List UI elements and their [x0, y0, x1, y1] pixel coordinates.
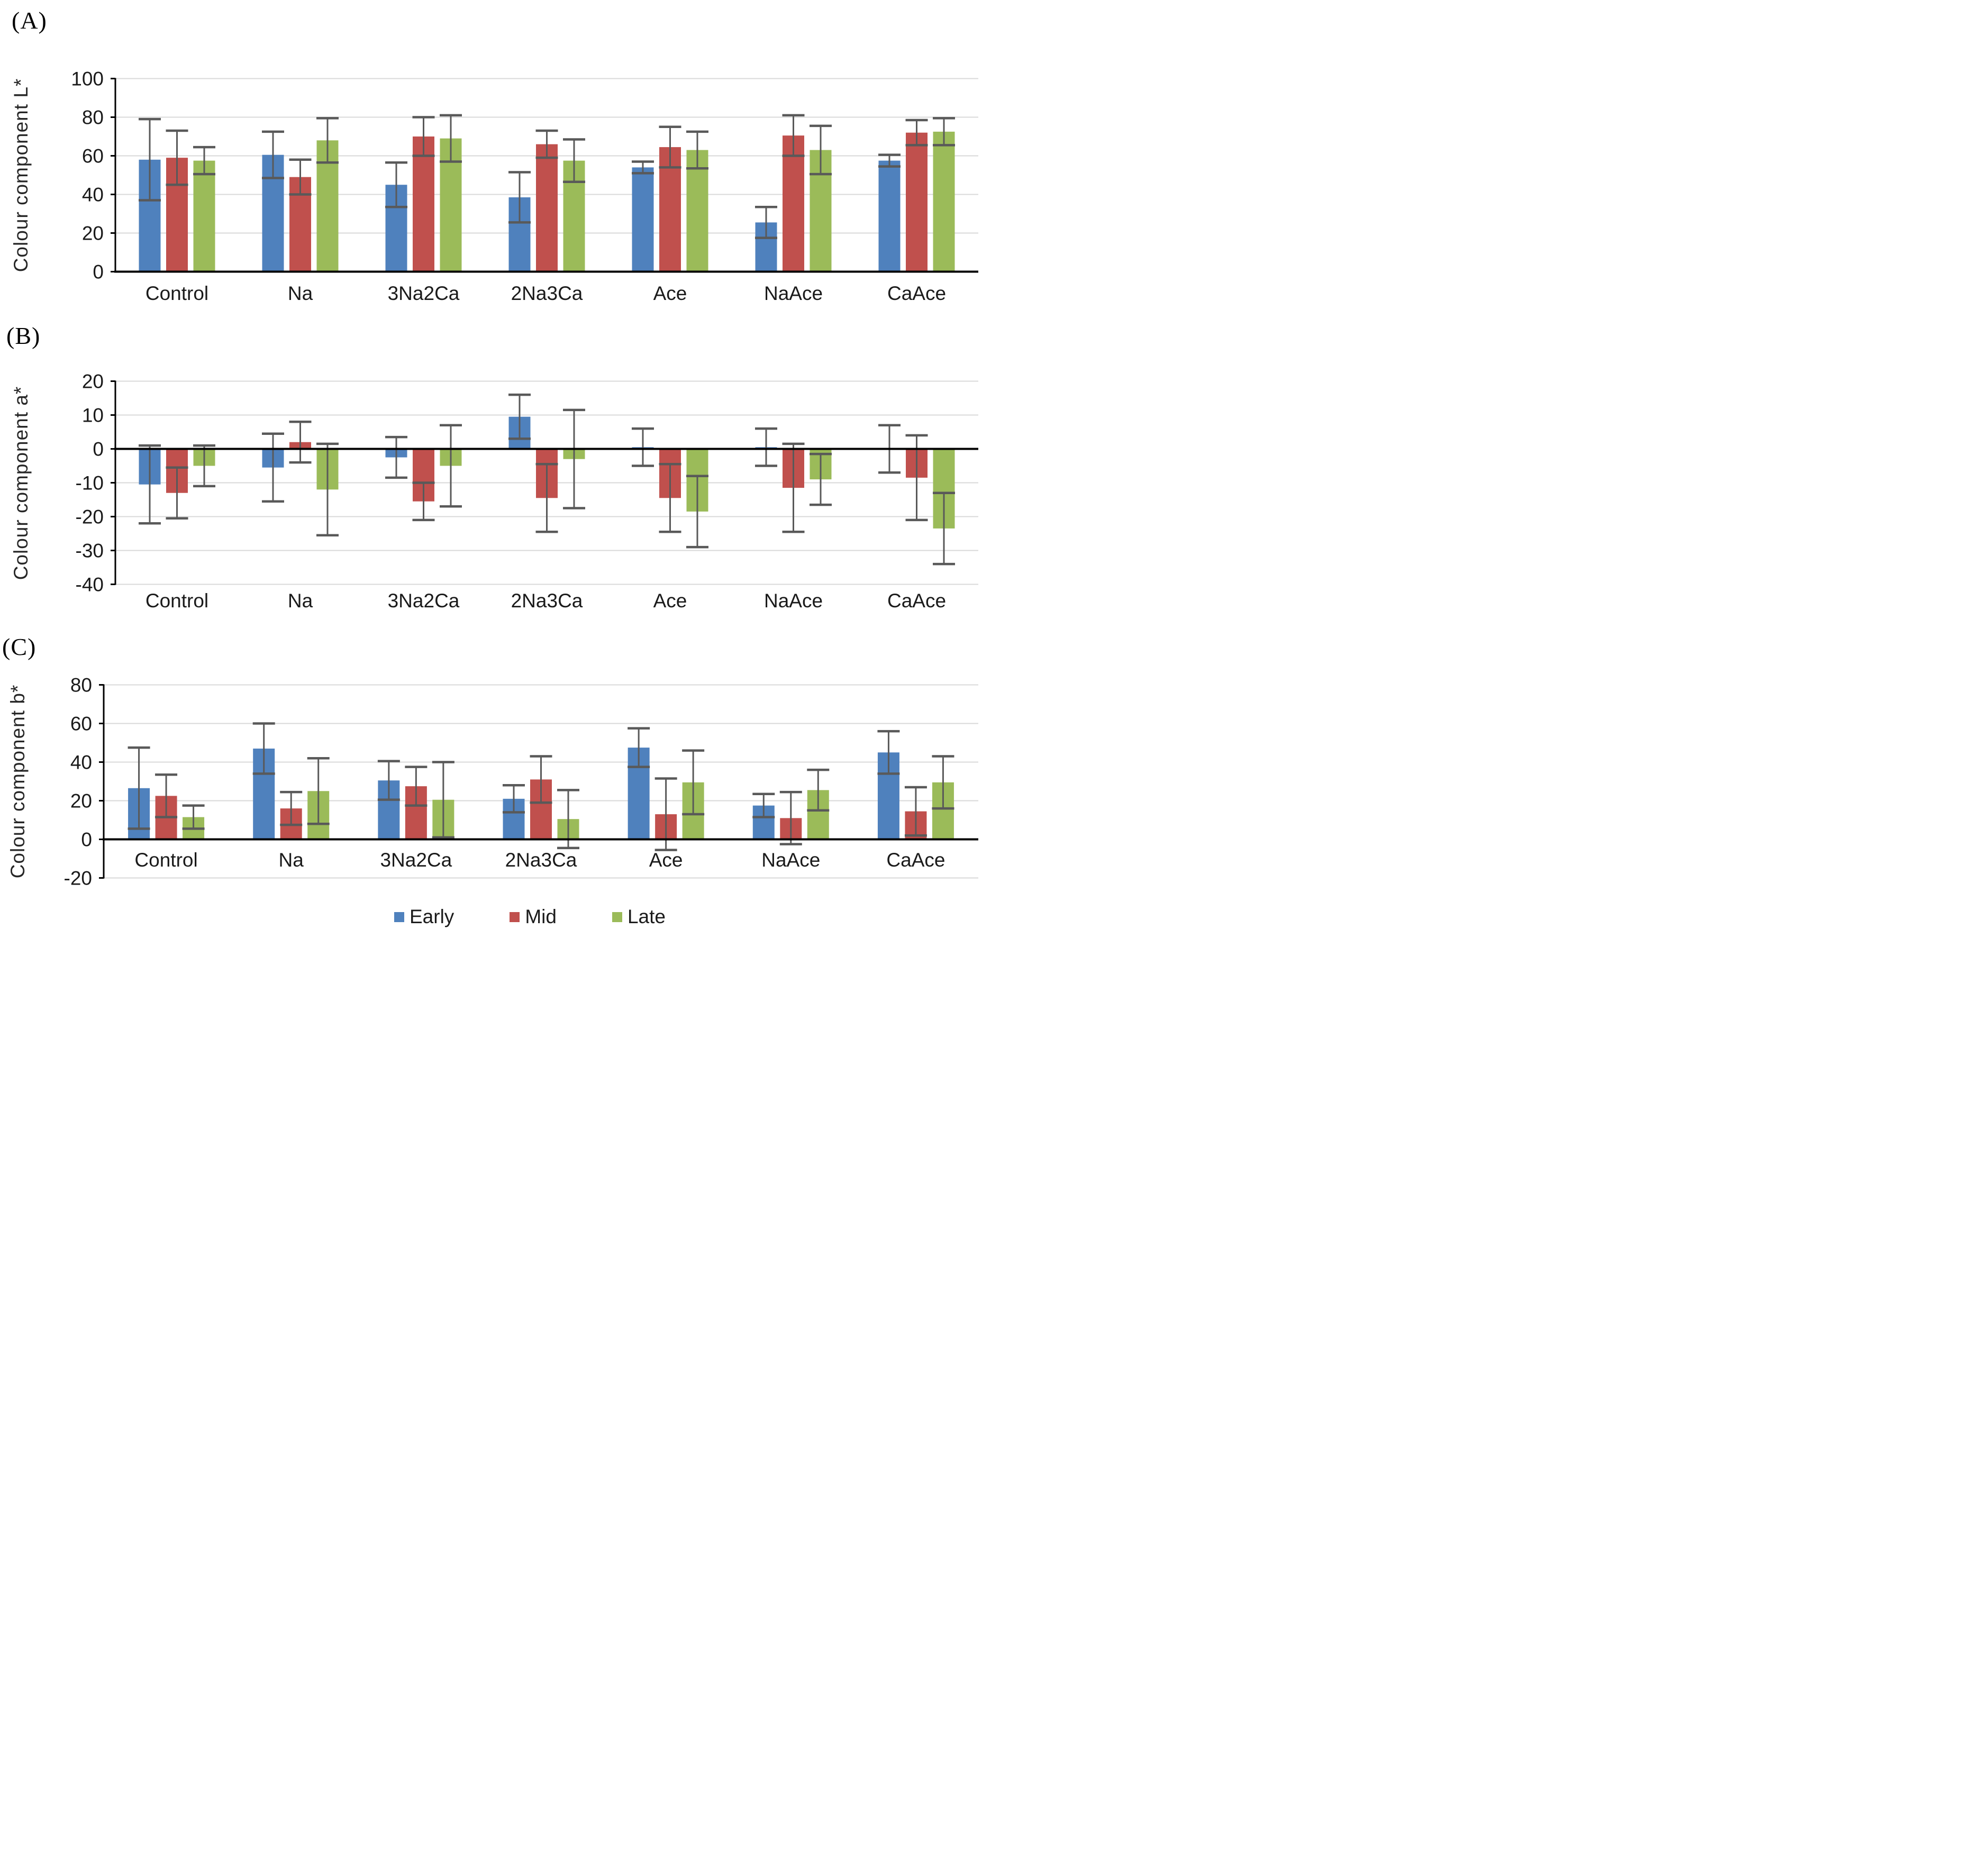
x-category-label-caace: CaAce: [887, 590, 946, 612]
x-category-label-na: Na: [288, 283, 313, 304]
y-tick-label--30: -30: [76, 540, 104, 562]
chart-c-b-star: -20 0 20 40 60 80 Control Na 3Na2Ca 2Na3Ca Ace NaAc…: [64, 675, 978, 889]
x-category-label-3na2ca: 3Na2Ca: [380, 849, 452, 871]
y-tick-label-10: 10: [82, 405, 104, 426]
legend-label-late: Late: [627, 906, 666, 927]
x-category-label-caace: CaAce: [886, 849, 945, 871]
legend-swatch-late-icon: [612, 912, 622, 922]
x-category-label-3na2ca: 3Na2Ca: [388, 590, 460, 612]
y-tick-label--40: -40: [76, 574, 104, 596]
legend: Early Mid Late: [394, 906, 666, 928]
x-category-label-naace: NaAce: [761, 849, 820, 871]
x-category-label-caace: CaAce: [887, 283, 946, 304]
x-category-label-na: Na: [279, 849, 304, 871]
y-tick-label-0: 0: [81, 829, 92, 851]
y-tick-label-0: 0: [93, 439, 104, 460]
legend-item-early: Early: [394, 906, 454, 928]
y-tick-label-40: 40: [70, 752, 92, 773]
y-tick-label-0: 0: [93, 261, 104, 283]
x-category-label-na: Na: [288, 590, 313, 612]
bar-mid-caace: [906, 132, 928, 272]
x-category-label-ace: Ace: [653, 590, 687, 612]
y-tick-label-60: 60: [70, 713, 92, 735]
chart-a-L-star: 0 20 40 60 80 100 Control Na 3Na2Ca 2Na3Ca Ace NaAc…: [71, 68, 978, 304]
legend-item-late: Late: [612, 906, 666, 928]
bar-mid-naace: [783, 135, 804, 272]
x-category-label-control: Control: [134, 849, 197, 871]
legend-swatch-early-icon: [394, 912, 404, 922]
bar-early-caace: [878, 160, 901, 272]
x-category-label-2na3ca: 2Na3Ca: [505, 849, 577, 871]
legend-swatch-mid-icon: [510, 912, 520, 922]
bar-late-caace: [933, 131, 955, 272]
y-tick-label-80: 80: [70, 675, 92, 696]
x-category-label-naace: NaAce: [764, 283, 823, 304]
figure-colour-components: (A) Colour component L* 0 20 40 60 80 100 Cont…: [0, 0, 991, 938]
y-tick-label-100: 100: [71, 68, 104, 90]
legend-label-mid: Mid: [525, 906, 557, 927]
x-category-label-2na3ca: 2Na3Ca: [511, 283, 583, 304]
panel-label-a: (A): [12, 7, 47, 34]
y-tick-label-80: 80: [82, 107, 104, 129]
bar-mid-2na3ca: [536, 144, 558, 272]
x-category-label-3na2ca: 3Na2Ca: [388, 283, 460, 304]
bar-late-ace: [686, 150, 708, 272]
legend-label-early: Early: [410, 906, 454, 927]
x-category-label-control: Control: [146, 590, 208, 612]
x-category-label-2na3ca: 2Na3Ca: [511, 590, 583, 612]
bar-mid-3na2ca: [413, 136, 434, 272]
x-category-label-ace: Ace: [653, 283, 687, 304]
bar-late-control: [193, 160, 215, 272]
y-tick-label-20: 20: [82, 371, 104, 393]
x-category-label-control: Control: [146, 283, 208, 304]
y-tick-label--20: -20: [76, 506, 104, 528]
y-tick-label-40: 40: [82, 184, 104, 206]
bar-early-ace: [632, 167, 654, 272]
y-tick-label-20: 20: [70, 790, 92, 812]
y-tick-label-60: 60: [82, 145, 104, 167]
x-category-label-ace: Ace: [649, 849, 683, 871]
legend-item-mid: Mid: [510, 906, 557, 928]
y-tick-label--10: -10: [76, 472, 104, 494]
y-tick-label-20: 20: [82, 223, 104, 244]
chart-b-a-star: -40 -30 -20 -10 0 10 20 Control Na 3Na2Ca 2Na3Ca Ac…: [76, 371, 978, 612]
panel-label-b: (B): [6, 322, 41, 349]
x-category-label-naace: NaAce: [764, 590, 823, 612]
panel-label-c: (C): [2, 633, 37, 660]
y-tick-label--20: -20: [64, 868, 92, 889]
